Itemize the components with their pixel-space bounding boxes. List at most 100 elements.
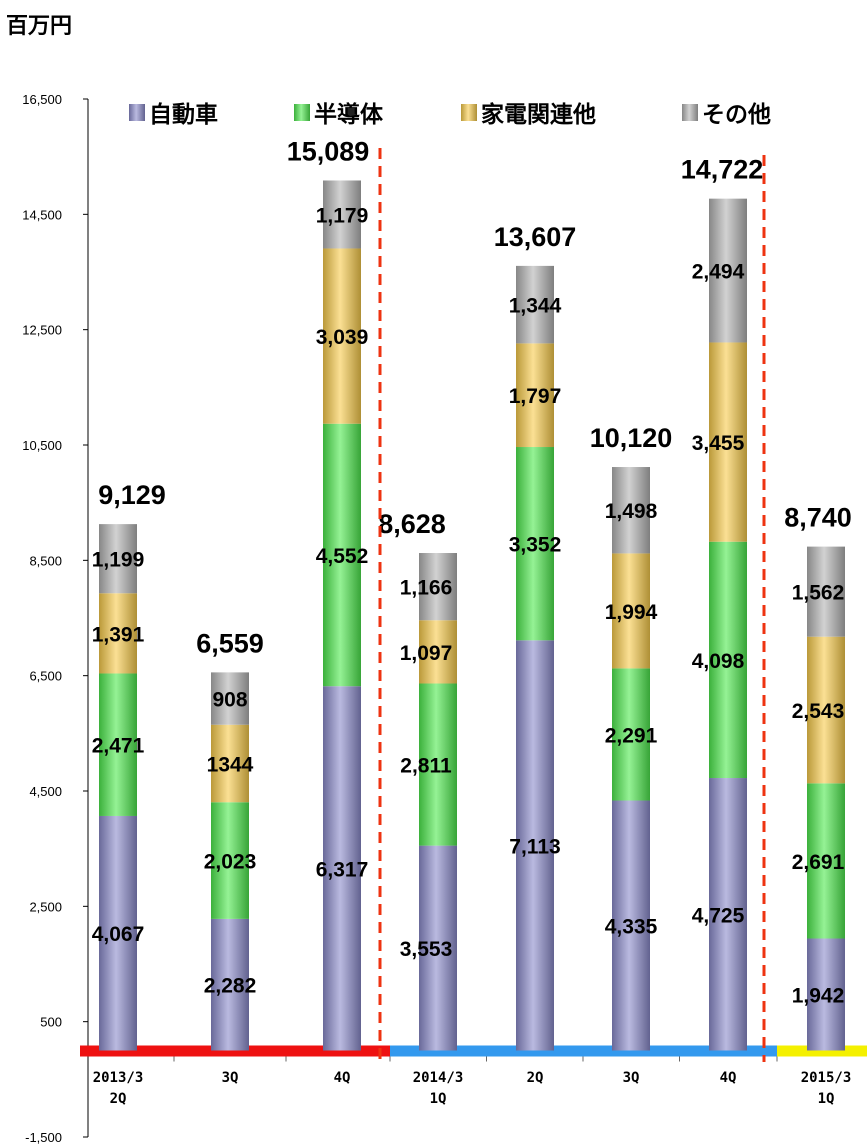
bar-segment <box>516 447 554 641</box>
data-label: 1,179 <box>316 204 369 227</box>
year-bands <box>80 1045 867 1062</box>
total-label: 8,628 <box>378 509 446 539</box>
category-label: 3Q <box>222 1070 239 1086</box>
data-label: 1,797 <box>509 385 562 408</box>
data-label: 1,166 <box>400 577 453 600</box>
bar-segment <box>516 343 554 448</box>
data-label: 4,098 <box>692 650 745 673</box>
bar-segment <box>323 248 361 424</box>
y-tick-label: 12,500 <box>22 323 62 338</box>
data-label: 1,942 <box>792 985 845 1008</box>
y-tick-label: 500 <box>40 1015 62 1030</box>
data-label: 3,455 <box>692 432 745 455</box>
category-label: 4Q <box>334 1070 351 1086</box>
bar-segment <box>516 640 554 1051</box>
data-label: 1,097 <box>400 642 453 665</box>
total-label: 14,722 <box>681 155 764 185</box>
data-label: 1,199 <box>92 549 145 572</box>
legend-label: 半導体 <box>314 101 384 128</box>
data-label: 4,335 <box>605 916 658 939</box>
bar-segment <box>99 673 137 816</box>
bar-segment <box>709 778 747 1051</box>
bar-segment <box>612 668 650 801</box>
data-label: 2,471 <box>92 735 145 758</box>
data-label: 2,494 <box>692 261 745 284</box>
data-label: 3,352 <box>509 534 562 557</box>
data-label: 4,725 <box>692 904 745 927</box>
category-label: 1Q <box>818 1091 835 1107</box>
category-label: 2Q <box>110 1091 127 1107</box>
bar-segment <box>807 636 845 784</box>
bar-segment <box>323 180 361 249</box>
data-label: 1,562 <box>792 582 845 605</box>
bar-segment <box>211 724 249 803</box>
bar-segment <box>612 800 650 1051</box>
data-label: 1,994 <box>605 601 658 624</box>
bar-segment <box>419 683 457 846</box>
legend-swatch <box>682 104 698 121</box>
category-label: 2013/3 <box>93 1070 144 1086</box>
legend-swatch <box>129 104 145 121</box>
bar-segment <box>807 546 845 637</box>
data-label: 1,498 <box>605 500 658 523</box>
data-label: 1344 <box>207 753 254 776</box>
data-label: 2,691 <box>792 851 845 874</box>
data-label: 2,543 <box>792 700 845 723</box>
total-label: 10,120 <box>590 423 673 453</box>
y-tick-label: 14,500 <box>22 207 62 222</box>
bar-segment <box>612 467 650 554</box>
category-label: 3Q <box>623 1070 640 1086</box>
data-label: 1,391 <box>92 623 145 646</box>
bar-segment <box>709 198 747 343</box>
category-label: 2015/3 <box>801 1070 852 1086</box>
category-label: 4Q <box>720 1070 737 1086</box>
bars: 4,067 2,471 1,391 1,199 9,129 2,282 2,023 1344 9… <box>92 136 852 1051</box>
data-label: 2,291 <box>605 724 658 747</box>
y-tick-label: 6,500 <box>29 669 62 684</box>
bar-segment <box>612 553 650 669</box>
total-label: 8,740 <box>784 503 852 533</box>
year-band <box>80 1045 390 1057</box>
y-tick-label: 8,500 <box>29 553 62 568</box>
bar-segment <box>419 620 457 684</box>
data-label: 6,317 <box>316 858 369 881</box>
bar-segment <box>709 541 747 779</box>
bar-segment <box>807 783 845 939</box>
data-label: 4,067 <box>92 923 145 946</box>
year-dividers <box>378 148 766 1062</box>
y-tick-label: -1,500 <box>25 1130 62 1145</box>
y-tick-label: 2,500 <box>29 899 62 914</box>
data-label: 2,811 <box>400 755 452 778</box>
data-label: 3,553 <box>400 938 453 961</box>
legend-swatch <box>294 104 310 121</box>
legend-swatch <box>461 104 477 121</box>
data-label: 1,344 <box>509 295 562 318</box>
y-tick-label: 4,500 <box>29 784 62 799</box>
bar-segment <box>419 553 457 621</box>
data-label: 2,023 <box>204 851 257 874</box>
bar-segment <box>211 802 249 919</box>
bar-segment <box>211 672 249 725</box>
bar-segment <box>807 938 845 1051</box>
data-label: 4,552 <box>316 545 369 568</box>
category-label: 1Q <box>430 1091 447 1107</box>
data-label: 908 <box>212 689 247 712</box>
total-label: 13,607 <box>494 222 577 252</box>
total-label: 6,559 <box>196 628 264 658</box>
y-tick-label: 10,500 <box>22 438 62 453</box>
y-tick-label: 16,500 <box>22 92 62 107</box>
bar-segment <box>99 524 137 594</box>
bar-segment <box>516 265 554 344</box>
year-band <box>777 1045 867 1057</box>
data-label: 7,113 <box>509 835 560 858</box>
category-label: 2Q <box>527 1070 544 1086</box>
category-label: 2014/3 <box>413 1070 464 1086</box>
legend-label: 家電関連他 <box>481 101 596 128</box>
bar-segment <box>99 593 137 674</box>
bar-segment <box>709 342 747 542</box>
legend-label: 自動車 <box>149 101 218 128</box>
category-axis: 2013/3 2Q 3Q 4Q 2014/3 1Q 2Q 3Q 4Q 2015/3 1Q <box>93 1070 852 1107</box>
data-label: 2,282 <box>204 975 257 998</box>
legend: 自動車 半導体 家電関連他 その他 <box>129 101 771 128</box>
